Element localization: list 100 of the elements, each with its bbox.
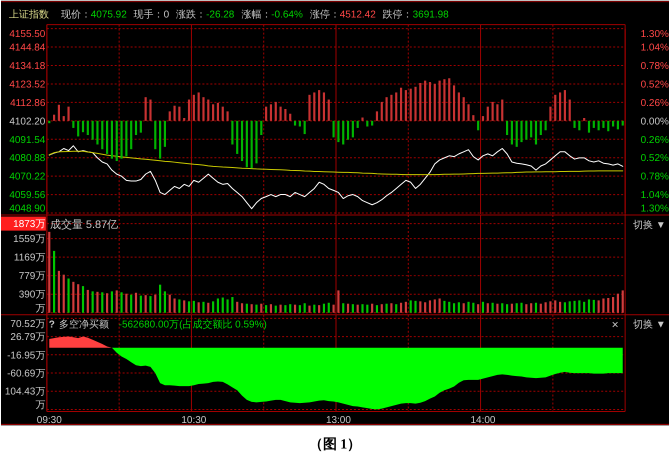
bar [198,302,200,313]
bar [544,120,547,130]
bar [72,282,74,313]
bar [58,270,60,313]
text: （图 1） [308,436,362,452]
y-tick-label: 1559万 [13,234,46,246]
bar [198,92,200,121]
bar [428,82,432,121]
bar [424,302,426,313]
bar [342,303,344,313]
bar [520,302,523,313]
bar [270,304,272,313]
bar [159,120,162,159]
bar [313,92,316,121]
bar [361,118,364,121]
y3-tick-label: 1.30% [640,204,669,215]
chart-title: 成交量 5.87亿 [50,218,118,232]
bar [72,120,74,128]
bar [298,305,301,313]
bar [366,120,368,127]
bar [616,294,619,313]
bar [222,106,224,121]
bar [356,304,359,313]
bar [62,116,65,121]
bar [410,88,412,121]
bar [260,120,262,136]
bar [578,120,580,130]
bar [48,232,50,313]
bar [125,294,128,313]
bar [231,120,234,144]
x-tick-label: 10:30 [181,414,207,426]
text: 现价：4075.92 [60,8,128,21]
bar [342,120,344,144]
bar [395,92,398,121]
bar [284,305,286,313]
bar [419,301,422,313]
y-tick-label: 779万 [18,271,46,282]
bar [192,94,195,121]
bar [366,304,368,313]
bar [106,120,108,154]
bar [346,304,350,313]
bar [308,94,311,121]
bar [322,92,326,121]
bar [346,120,350,140]
line-series [48,145,624,210]
bar [530,120,532,138]
bar [376,111,378,121]
bar [540,304,542,313]
bar [400,302,402,313]
bar [477,304,480,313]
bar [622,120,624,126]
text: 涨幅：-0.64% [241,8,303,21]
bar [534,302,538,313]
bar [452,303,456,313]
bar [120,292,123,313]
bar [188,301,190,313]
bar [607,120,610,132]
bar [159,284,162,313]
y2-tick-label: 0.26% [640,98,669,109]
bar [573,300,576,313]
bar [448,78,450,121]
bar [279,304,282,313]
bar [496,104,499,121]
bar [86,120,89,136]
bar [265,106,268,121]
bar [434,299,436,313]
bar [92,120,94,140]
bar [110,291,113,313]
bar [462,97,465,121]
bar [544,302,547,313]
bar [525,120,528,140]
bar [573,120,576,128]
y3-tick-label: 1.04% [640,190,669,202]
bar [250,304,253,313]
y-tick-label: 390万 [18,290,46,301]
bar [438,298,441,313]
bar [588,299,590,313]
y-tick-label: -60.69万 [7,368,46,380]
bar [77,284,80,313]
bar [240,120,244,162]
bar [173,298,176,313]
x-tick-label: 13:00 [326,414,352,426]
text: 跌停：3691.98 [382,8,450,21]
y-tick-label: 4155.50 [9,29,46,40]
bar [496,304,499,313]
bar [501,100,504,121]
bar [313,304,316,313]
bar [106,293,108,313]
bar [183,300,186,313]
text: 涨跌：-26.28 [176,8,235,21]
annotation: × [612,318,619,332]
bar [612,297,614,313]
bar [53,114,56,121]
bar [270,104,272,121]
bar [434,84,436,121]
bar [424,80,426,121]
bar [164,291,166,313]
bar [246,304,248,313]
bar [506,120,508,136]
bar [482,302,484,313]
